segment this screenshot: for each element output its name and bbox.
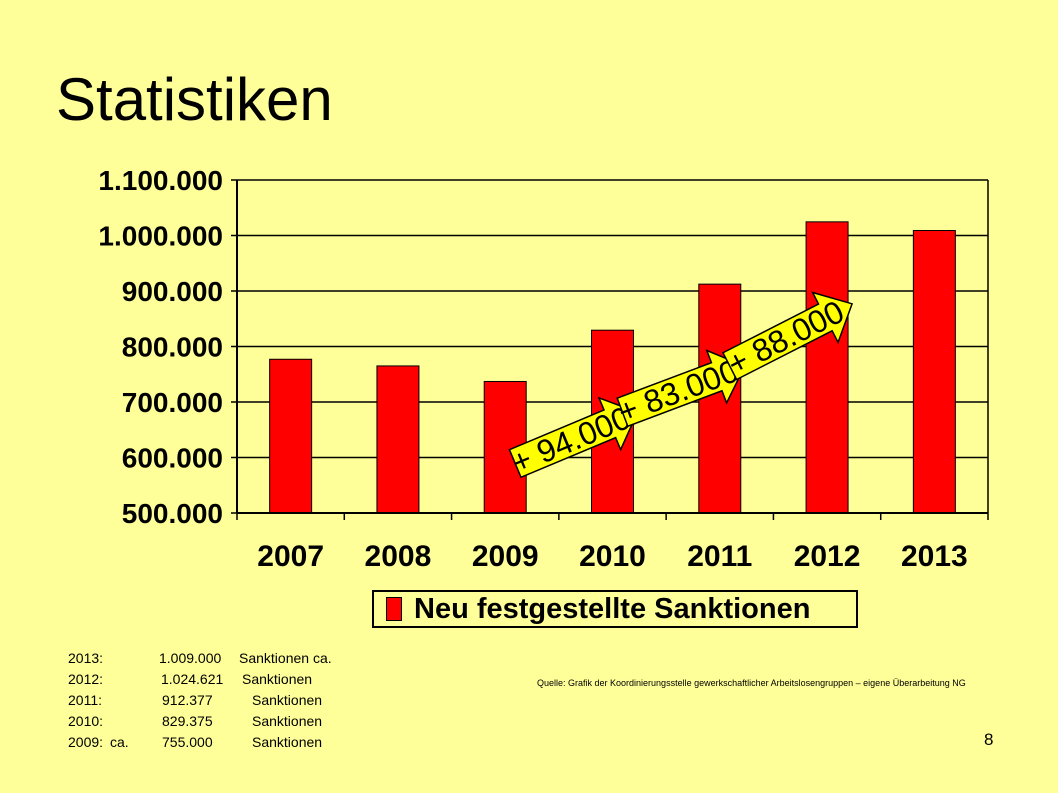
chart-legend: Neu festgestellte Sanktionen <box>372 590 858 628</box>
x-tick-label: 2008 <box>365 540 432 573</box>
note-year: 2010: <box>68 713 104 729</box>
note-text: Sanktionen <box>252 713 323 729</box>
note-year: 2013: <box>68 650 104 666</box>
page-title: Statistiken <box>56 66 333 133</box>
note-value: 912.377 <box>162 692 213 708</box>
note-year: 2009: <box>68 734 104 750</box>
x-tick-label: 2013 <box>901 540 968 573</box>
y-tick-label: 1.000.000 <box>98 221 223 252</box>
arrow-shape <box>721 291 854 381</box>
legend-swatch <box>386 597 402 621</box>
x-tick-label: 2009 <box>472 540 539 573</box>
note-value: 1.024.621 <box>161 671 224 687</box>
arrow-shape <box>508 396 639 479</box>
note-value: 755.000 <box>162 734 213 750</box>
bar <box>698 283 742 514</box>
note-text: Sanktionen <box>242 671 313 687</box>
x-tick-label: 2010 <box>579 540 646 573</box>
page-number: 8 <box>984 730 994 749</box>
note-text: Sanktionen <box>252 734 323 750</box>
y-tick-label: 1.100.000 <box>98 165 223 196</box>
x-tick-label: 2012 <box>794 540 861 573</box>
y-tick-label: 800.000 <box>122 332 223 363</box>
note-year: 2011: <box>68 692 102 708</box>
note-value: 829.375 <box>162 713 213 729</box>
arrow-shape <box>616 349 746 428</box>
bar <box>269 358 313 514</box>
note-prefix: ca. <box>110 734 129 750</box>
note-year: 2012: <box>68 671 104 687</box>
legend-label: Neu festgestellte Sanktionen <box>414 592 811 625</box>
bar <box>805 221 849 514</box>
x-tick-label: 2011 <box>687 540 752 573</box>
bar <box>376 365 420 514</box>
y-tick-label: 500.000 <box>122 498 223 529</box>
note-text: Sanktionen ca. <box>239 650 332 666</box>
y-tick-label: 600.000 <box>122 443 223 474</box>
source-note: Quelle: Grafik der Koordinierungsstelle … <box>537 678 966 688</box>
y-tick-label: 900.000 <box>122 276 223 307</box>
note-value: 1.009.000 <box>159 650 222 666</box>
x-tick-label: 2007 <box>257 540 324 573</box>
bar <box>912 230 956 514</box>
y-tick-label: 700.000 <box>122 387 223 418</box>
note-text: Sanktionen <box>252 692 323 708</box>
